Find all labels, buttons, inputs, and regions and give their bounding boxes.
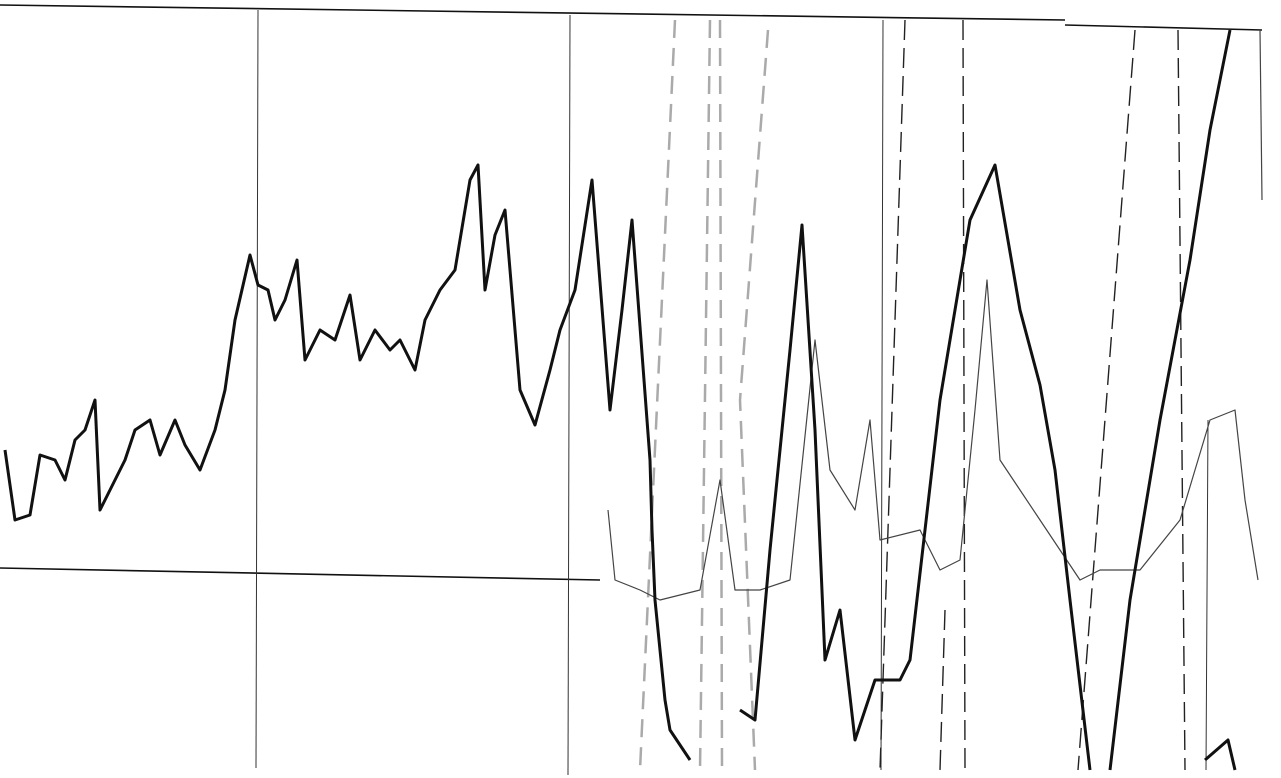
page xyxy=(0,0,1281,778)
background xyxy=(0,0,1281,778)
scanned-trace xyxy=(0,0,1281,778)
